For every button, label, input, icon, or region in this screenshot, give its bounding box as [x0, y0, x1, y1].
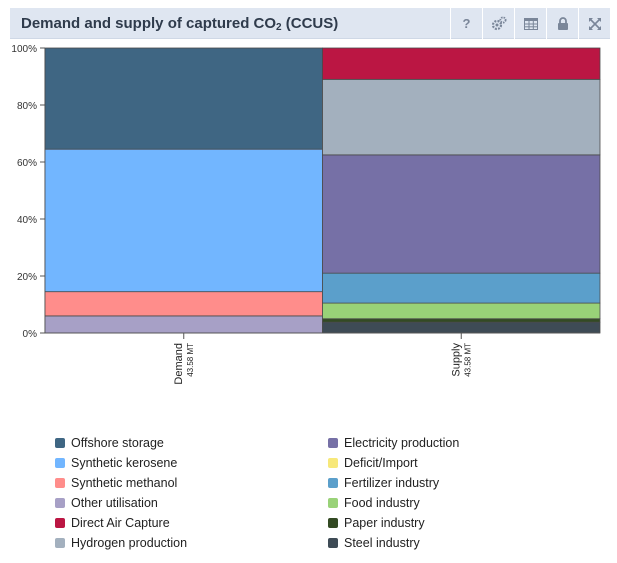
- fullscreen-icon: [588, 17, 601, 30]
- lock-icon: [557, 16, 568, 30]
- title-main: Demand and supply of captured CO: [21, 15, 277, 32]
- lock-button[interactable]: [546, 8, 578, 39]
- legend-swatch: [55, 458, 65, 468]
- legend-swatch: [55, 518, 65, 528]
- legend-item-hydrogen-production[interactable]: Hydrogen production: [55, 536, 187, 550]
- legend-item-deficit-import[interactable]: Deficit/Import: [328, 456, 418, 470]
- bar-demand-offshore-storage[interactable]: [44, 47, 323, 150]
- y-tick-label: 20%: [17, 272, 37, 283]
- legend-swatch: [328, 478, 338, 488]
- legend-label: Other utilisation: [71, 496, 158, 510]
- title-subscript: 2: [276, 22, 282, 33]
- bar-supply-electricity-production[interactable]: [322, 154, 601, 274]
- legend-label: Fertilizer industry: [344, 476, 440, 490]
- legend-swatch: [55, 478, 65, 488]
- legend-label: Steel industry: [344, 536, 420, 550]
- legend-item-synthetic-kerosene[interactable]: Synthetic kerosene: [55, 456, 177, 470]
- toolbar: ?: [450, 8, 610, 39]
- bar-supply-hydrogen-production[interactable]: [322, 78, 601, 156]
- legend-label: Paper industry: [344, 516, 425, 530]
- legend-item-fertilizer-industry[interactable]: Fertilizer industry: [328, 476, 439, 490]
- x-category-label-supply: Supply: [450, 343, 462, 377]
- fullscreen-button[interactable]: [578, 8, 610, 39]
- legend-item-offshore-storage[interactable]: Offshore storage: [55, 436, 164, 450]
- help-button[interactable]: ?: [450, 8, 482, 39]
- legend-swatch: [328, 518, 338, 528]
- legend-label: Electricity production: [344, 436, 460, 450]
- bar-supply-paper-industry[interactable]: [322, 318, 601, 323]
- legend-item-food-industry[interactable]: Food industry: [328, 496, 420, 510]
- legend-item-paper-industry[interactable]: Paper industry: [328, 516, 425, 530]
- legend-swatch: [328, 458, 338, 468]
- bar-supply-direct-air-capture[interactable]: [322, 47, 601, 80]
- title-suffix: (CCUS): [281, 15, 339, 32]
- stacked-bar-chart: 0%20%40%60%80%100%Demand 43.58 MT Supply 43…: [11, 44, 601, 385]
- y-tick-label: 0%: [23, 329, 38, 340]
- legend-swatch: [328, 498, 338, 508]
- table-icon: [523, 17, 538, 30]
- legend-item-steel-industry[interactable]: Steel industry: [328, 536, 420, 550]
- legend-label: Deficit/Import: [344, 456, 418, 470]
- legend-label: Synthetic kerosene: [71, 456, 178, 470]
- x-category-sublabel-supply: 43.58 MT: [463, 343, 472, 377]
- legend-label: Hydrogen production: [71, 536, 188, 550]
- legend-swatch: [328, 438, 338, 448]
- bar-demand-synthetic-kerosene[interactable]: [44, 148, 323, 293]
- chart-header: Demand and supply of captured CO2 (CCUS)…: [10, 8, 610, 39]
- legend-swatch: [328, 538, 338, 548]
- help-icon: ?: [462, 16, 471, 31]
- y-tick-label: 60%: [17, 158, 37, 169]
- legend-label: Direct Air Capture: [71, 516, 170, 530]
- legend-swatch: [55, 438, 65, 448]
- legend-item-synthetic-methanol[interactable]: Synthetic methanol: [55, 476, 177, 490]
- legend-item-direct-air-capture[interactable]: Direct Air Capture: [55, 516, 170, 530]
- legend-label: Synthetic methanol: [71, 476, 178, 490]
- legend-swatch: [55, 498, 65, 508]
- legend-item-other-utilisation[interactable]: Other utilisation: [55, 496, 158, 510]
- bar-supply-steel-industry[interactable]: [322, 321, 601, 334]
- legend: Offshore storage Synthetic kerosene Synthe…: [55, 436, 595, 556]
- bar-demand-other-utilisation[interactable]: [44, 315, 323, 334]
- x-category-sublabel-demand: 43.58 MT: [186, 343, 195, 377]
- y-tick-label: 40%: [17, 215, 37, 226]
- legend-label: Food industry: [344, 496, 420, 510]
- settings-button[interactable]: [482, 8, 514, 39]
- y-tick-label: 80%: [17, 101, 37, 112]
- legend-swatch: [55, 538, 65, 548]
- bar-supply-food-industry[interactable]: [322, 302, 601, 320]
- x-category-label-demand: Demand: [173, 343, 185, 385]
- table-button[interactable]: [514, 8, 546, 39]
- chart-title: Demand and supply of captured CO2 (CCUS): [21, 15, 338, 33]
- y-tick-label: 100%: [11, 44, 37, 55]
- legend-label: Offshore storage: [71, 436, 164, 450]
- settings-icon: [491, 16, 506, 30]
- bar-demand-synthetic-methanol[interactable]: [44, 291, 323, 317]
- bar-supply-fertilizer-industry[interactable]: [322, 272, 601, 304]
- legend-item-electricity-production[interactable]: Electricity production: [328, 436, 459, 450]
